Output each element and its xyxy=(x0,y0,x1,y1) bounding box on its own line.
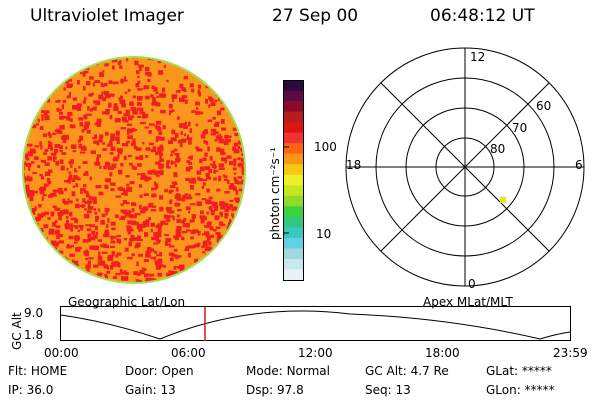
timeline-tick-2: 12:00 xyxy=(298,346,333,360)
status-dsp: Dsp: 97.8 xyxy=(246,383,304,397)
status-glat: GLat: ***** xyxy=(486,364,552,378)
status-door: Door: Open xyxy=(125,364,194,378)
altitude-curve xyxy=(60,310,571,340)
status-ip: IP: 36.0 xyxy=(8,383,54,397)
timeline-right-label: Apex MLat/MLT xyxy=(423,295,513,309)
timeline-tick-3: 18:00 xyxy=(425,346,460,360)
polar-label-0: 0 xyxy=(468,277,476,290)
timeline-y-bottom: 1.8 xyxy=(24,328,44,342)
app-title: Ultraviolet Imager xyxy=(30,6,184,26)
timeline-tick-1: 06:00 xyxy=(171,346,206,360)
color-bar xyxy=(283,80,304,281)
polar-label-70: 70 xyxy=(512,121,527,135)
timeline-tick-4: 23:59 xyxy=(553,346,588,360)
status-glon: GLon: ***** xyxy=(486,383,555,397)
status-seq: Seq: 13 xyxy=(365,383,411,397)
timeline-y-top: 9.0 xyxy=(24,306,44,320)
altitude-timeline xyxy=(60,306,571,341)
polar-label-18: 18 xyxy=(346,158,361,172)
uv-image-rim xyxy=(22,56,246,284)
polar-label-6: 6 xyxy=(575,158,583,172)
time-label: 06:48:12 UT xyxy=(430,6,535,26)
date-label: 27 Sep 00 xyxy=(272,6,359,26)
polar-marker xyxy=(500,197,506,203)
polar-label-80: 80 xyxy=(490,142,505,156)
timeline-left-label: Geographic Lat/Lon xyxy=(68,295,186,309)
colorbar-unit-label: photon cm⁻²s⁻¹ xyxy=(268,147,282,240)
uv-image xyxy=(22,56,246,284)
status-gain: Gain: 13 xyxy=(125,383,176,397)
status-flt: Flt: HOME xyxy=(8,364,68,378)
status-gc-alt: GC Alt: 4.7 Re xyxy=(365,364,449,378)
timeline-tick-0: 00:00 xyxy=(44,346,79,360)
polar-diagonal-2 xyxy=(380,82,550,252)
colorbar-tick-100: 100 xyxy=(314,140,337,154)
polar-plot: 12 18 6 0 60 70 80 xyxy=(345,47,585,290)
colorbar-tick-10: 10 xyxy=(316,227,332,241)
polar-label-12: 12 xyxy=(470,50,485,64)
status-mode: Mode: Normal xyxy=(246,364,330,378)
timeline-axis-label: GC Alt xyxy=(10,312,24,350)
polar-label-60: 60 xyxy=(536,99,551,113)
